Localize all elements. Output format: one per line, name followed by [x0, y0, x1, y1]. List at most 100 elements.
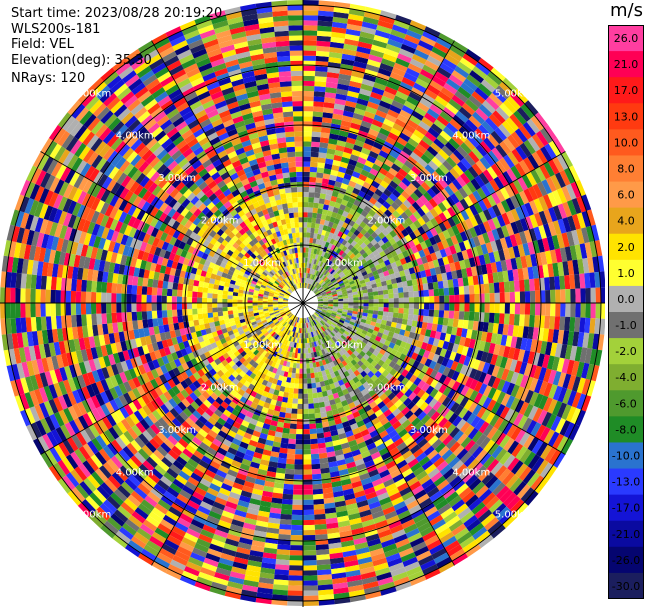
velocity-gate [86, 371, 96, 385]
velocity-gate [142, 519, 158, 532]
velocity-gate [223, 543, 238, 552]
velocity-gate [228, 576, 245, 585]
velocity-gate [227, 303, 233, 307]
velocity-gate [171, 178, 182, 189]
velocity-gate [243, 327, 249, 333]
velocity-gate [208, 86, 222, 96]
velocity-gate [419, 303, 425, 310]
velocity-gate [144, 335, 152, 345]
velocity-gate [303, 429, 310, 435]
velocity-gate [254, 173, 263, 181]
velocity-gate [360, 477, 372, 486]
velocity-gate [487, 387, 497, 400]
velocity-gate [337, 310, 343, 314]
velocity-gate [106, 313, 113, 324]
velocity-gate [35, 303, 41, 317]
velocity-gate [190, 43, 206, 54]
velocity-gate [319, 381, 326, 387]
velocity-gate [137, 249, 145, 260]
velocity-gate [118, 264, 126, 275]
velocity-gate [123, 498, 138, 511]
velocity-gate [454, 503, 469, 516]
velocity-gate [167, 30, 184, 42]
velocity-gate [217, 519, 232, 529]
velocity-gate [317, 307, 323, 311]
velocity-gate [242, 584, 258, 593]
velocity-gate [340, 366, 347, 373]
velocity-gate [344, 393, 352, 400]
velocity-gate [65, 136, 79, 152]
velocity-gate [86, 195, 96, 209]
velocity-gate [303, 595, 319, 601]
velocity-gate [97, 270, 104, 282]
velocity-gate [11, 257, 19, 273]
velocity-gate [228, 197, 237, 205]
velocity-gate [181, 87, 196, 98]
velocity-gate [40, 289, 46, 303]
velocity-gate [515, 337, 523, 350]
velocity-gate [175, 382, 185, 392]
velocity-gate [253, 275, 260, 281]
velocity-gate [371, 405, 381, 414]
velocity-gate [219, 82, 233, 91]
velocity-gate [575, 409, 586, 427]
velocity-gate [135, 421, 146, 434]
velocity-gate [231, 337, 238, 344]
velocity-gate [282, 255, 287, 262]
velocity-gate [90, 347, 99, 360]
velocity-gate [325, 446, 335, 453]
velocity-gate [268, 295, 274, 299]
velocity-gate [253, 451, 263, 460]
velocity-gate [258, 464, 269, 471]
velocity-gate [105, 216, 114, 229]
velocity-gate [241, 255, 249, 262]
velocity-gate [436, 479, 450, 491]
velocity-gate [221, 272, 228, 278]
velocity-gate [192, 314, 199, 321]
velocity-gate [222, 298, 228, 303]
velocity-gate [68, 228, 78, 242]
velocity-gate [438, 561, 455, 573]
velocity-gate [234, 205, 243, 214]
velocity-gate [261, 495, 273, 503]
velocity-gate [171, 502, 185, 513]
velocity-gate [356, 551, 371, 560]
velocity-gate [160, 442, 172, 454]
velocity-gate [345, 317, 351, 322]
velocity-gate [282, 203, 288, 210]
velocity-gate [500, 334, 508, 346]
velocity-gate [158, 272, 165, 281]
velocity-gate [276, 335, 281, 342]
velocity-gate [215, 274, 222, 281]
velocity-gate [187, 352, 195, 361]
velocity-gate [146, 343, 155, 353]
velocity-gate [74, 466, 88, 481]
velocity-gate [112, 242, 121, 254]
velocity-gate [128, 266, 136, 277]
velocity-gate [182, 188, 193, 199]
velocity-gate [318, 589, 334, 596]
velocity-gate [332, 342, 338, 348]
velocity-gate [293, 327, 297, 333]
velocity-gate [36, 261, 44, 276]
velocity-gate [263, 338, 270, 345]
velocity-gate [246, 564, 262, 573]
velocity-gate [279, 447, 288, 454]
velocity-gate [258, 309, 264, 313]
velocity-gate [125, 359, 134, 370]
velocity-gate [382, 421, 392, 431]
velocity-gate [235, 344, 242, 351]
velocity-gate [182, 407, 193, 418]
velocity-gate [240, 594, 257, 603]
velocity-gate [250, 346, 257, 353]
velocity-gate [272, 189, 280, 196]
velocity-gate [281, 320, 287, 326]
velocity-gate [352, 310, 358, 315]
velocity-gate [381, 377, 390, 386]
velocity-gate [53, 462, 66, 479]
velocity-gate [300, 318, 303, 324]
velocity-gate [245, 149, 255, 157]
velocity-gate [247, 264, 254, 270]
velocity-gate [117, 273, 124, 284]
velocity-gate [328, 345, 334, 352]
